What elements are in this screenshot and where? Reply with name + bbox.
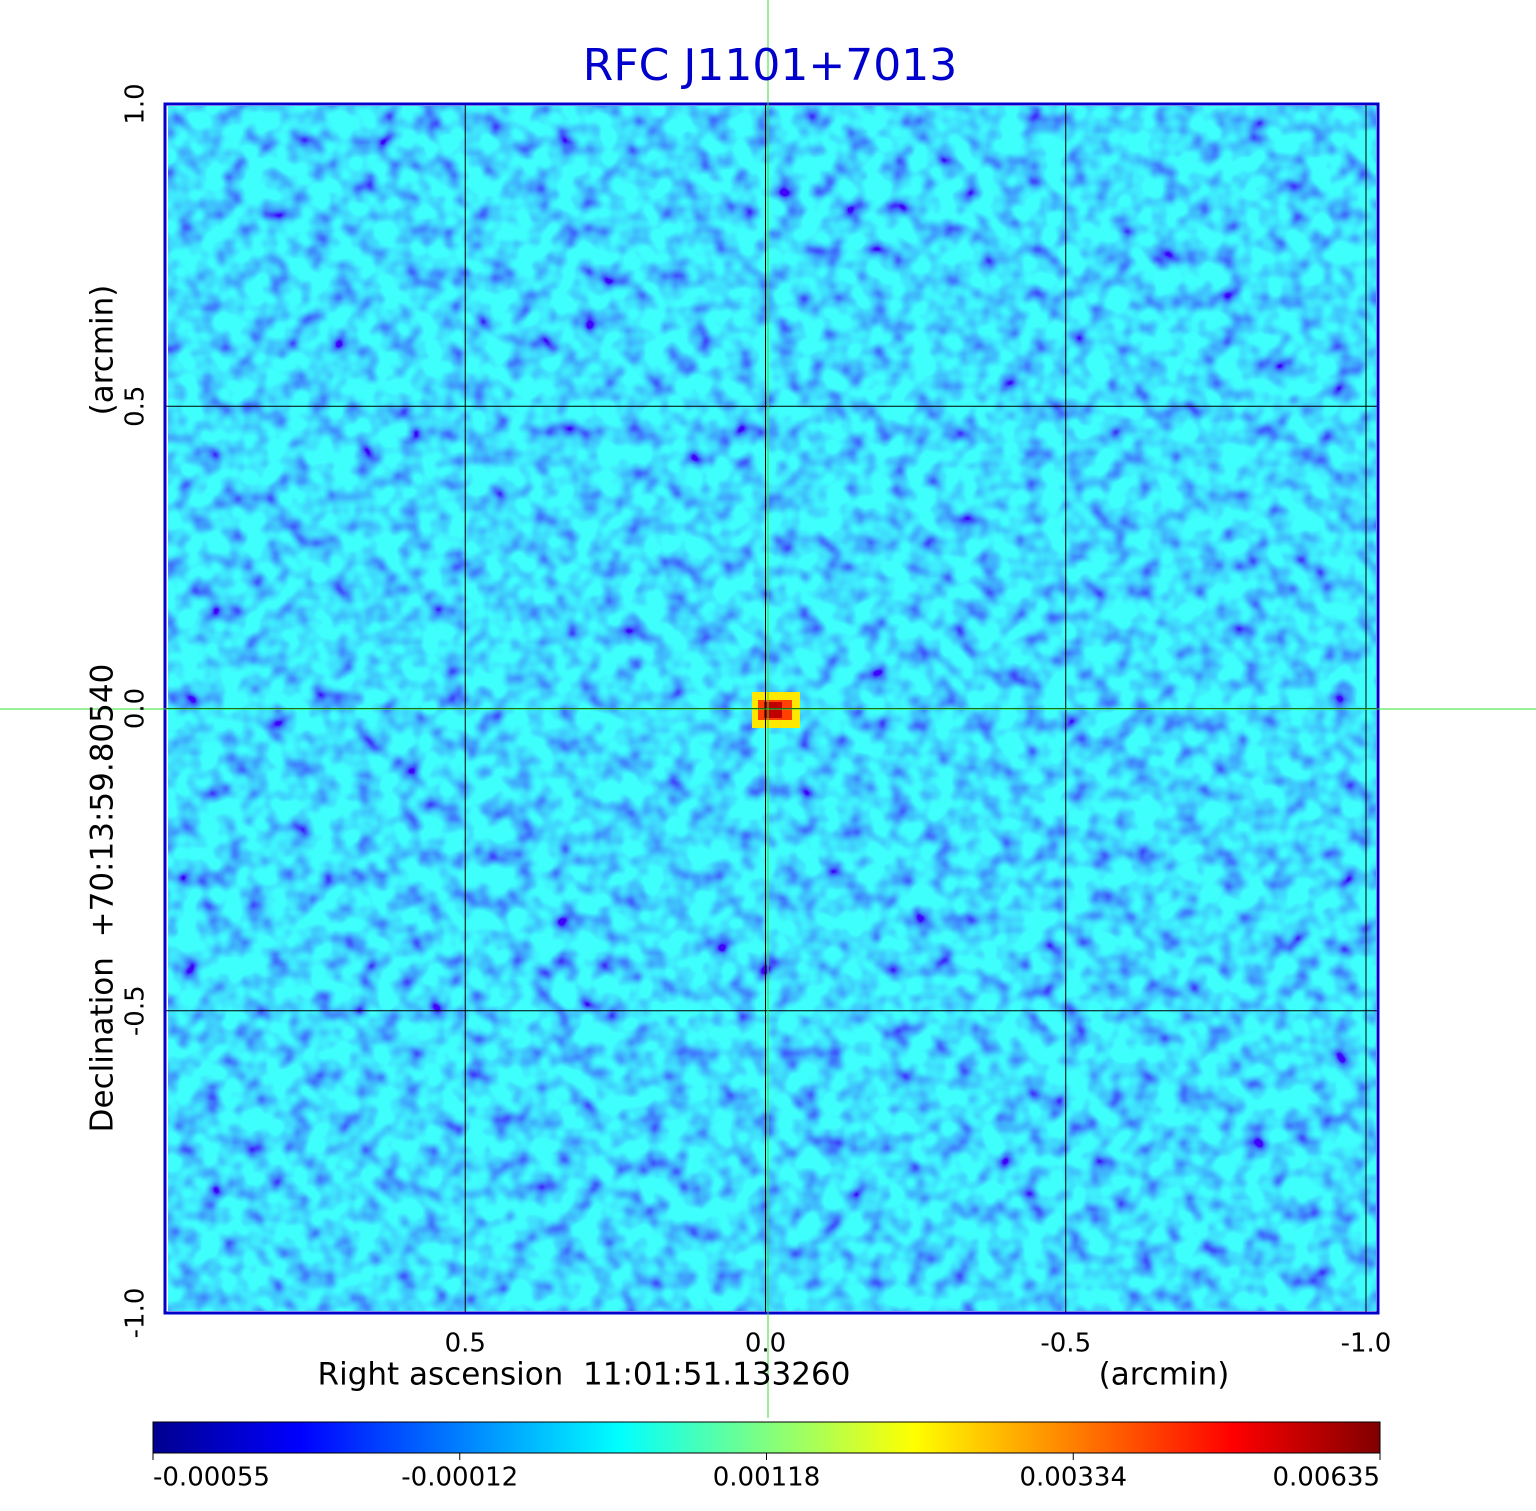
x-axis-label: Right ascension 11:01:51.133260 [318, 1357, 851, 1393]
colorbar-tick-label: 0.00635 [1272, 1463, 1380, 1493]
x-axis-unit: (arcmin) [1099, 1357, 1230, 1393]
y-axis-label: Declination +70:13:59.80540 [85, 664, 121, 1133]
x-tick-label: -1.0 [1341, 1329, 1392, 1359]
colorbar [152, 1421, 1381, 1454]
y-axis-unit: (arcmin) [85, 285, 121, 416]
y-tick-label: -0.5 [121, 985, 151, 1036]
x-tick-label: 0.0 [745, 1329, 786, 1359]
colorbar-tick-label: -0.00012 [401, 1463, 518, 1493]
x-tick-label: -0.5 [1040, 1329, 1091, 1359]
colorbar-tick-label: -0.00055 [153, 1463, 270, 1493]
y-tick-label: 0.0 [121, 688, 151, 729]
y-tick-label: -1.0 [121, 1288, 151, 1339]
colorbar-tick-label: 0.00334 [1019, 1463, 1127, 1493]
y-tick-label: 1.0 [121, 83, 151, 124]
colorbar-tick-label: 0.00118 [713, 1463, 821, 1493]
chart-title: RFC J1101+7013 [583, 40, 957, 91]
source-peak [764, 702, 782, 718]
y-tick-label: 0.5 [121, 386, 151, 427]
x-tick-label: 0.5 [445, 1329, 486, 1359]
